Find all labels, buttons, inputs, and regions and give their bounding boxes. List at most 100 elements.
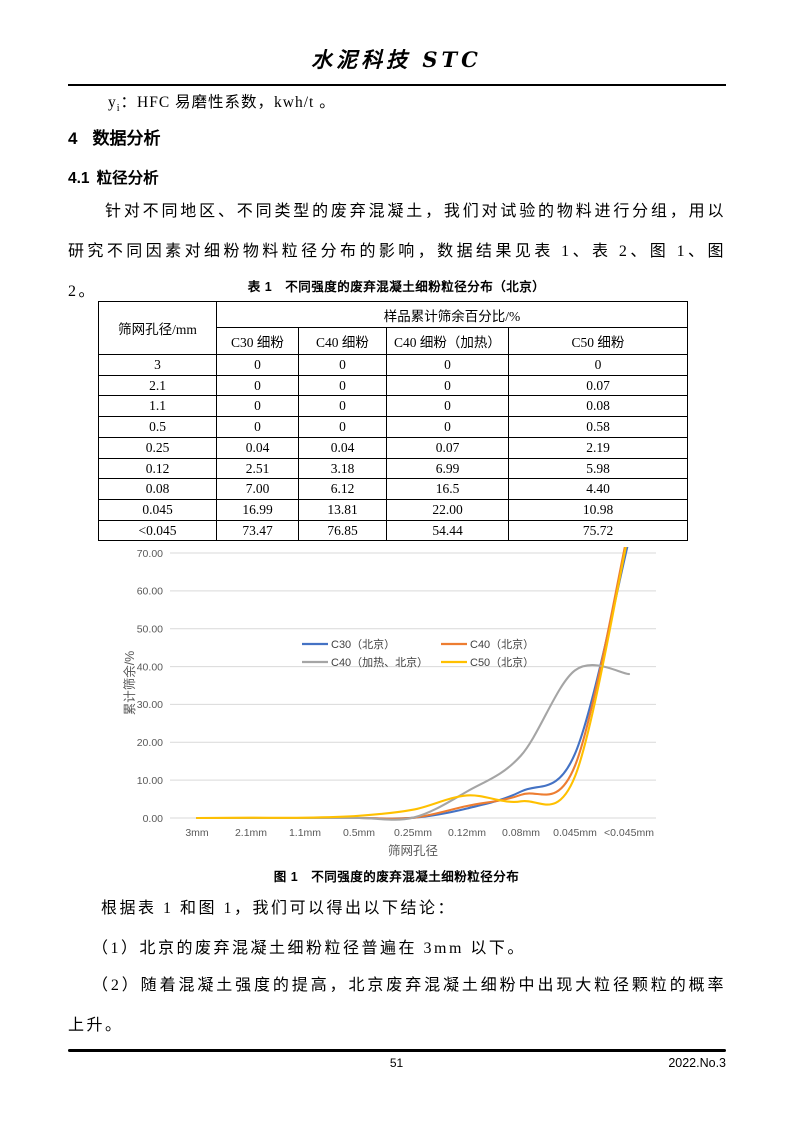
cell-value: 22.00 xyxy=(386,498,509,521)
table-row: 0.25 0.04 0.04 0.07 2.19 xyxy=(98,436,688,459)
cell-sieve-size: 2.1 xyxy=(98,374,217,397)
cell-value: 3.18 xyxy=(298,457,387,480)
cell-value: 0 xyxy=(298,354,387,376)
legend-label: C50（北京） xyxy=(470,655,534,669)
cell-value: 54.44 xyxy=(386,519,509,542)
cell-sieve-size: 0.08 xyxy=(98,478,217,500)
cell-value: 0 xyxy=(386,374,509,397)
cell-value: 0 xyxy=(216,374,299,397)
x-tick-label: <0.045mm xyxy=(604,827,654,839)
section-heading-4: 4 数据分析 xyxy=(68,124,160,149)
conclusion-item-2: （2）随着混凝土强度的提高，北京废弃混凝土细粉中出现大粒径颗粒的概率上升。 xyxy=(68,977,726,1034)
cell-value: 16.99 xyxy=(216,498,299,521)
table-row: 2.1 0 0 0 0.07 xyxy=(98,374,688,397)
figure1-caption: 图 1 不同强度的废弃混凝土细粉粒径分布 xyxy=(273,870,520,884)
legend-label: C30（北京） xyxy=(331,637,395,651)
formula-note: yi：HFC 易磨性系数，kwh/t 。 xyxy=(108,90,336,114)
legend-label: C40（北京） xyxy=(470,637,534,651)
x-tick-label: 2.1mm xyxy=(235,827,267,839)
column-header-cell: C50 细粉 xyxy=(508,327,688,355)
cell-value: 2.51 xyxy=(216,457,299,480)
body-paragraph: 针对不同地区、不同类型的废弃混凝土，我们对试验的物料进行分组，用以研究不同因素对… xyxy=(68,203,726,300)
table1-caption: 表 1 不同强度的废弃混凝土细粉粒径分布（北京） xyxy=(247,280,546,294)
cell-value: 5.98 xyxy=(508,457,688,480)
y-tick-label: 60.00 xyxy=(137,586,163,598)
x-tick-label: 0.25mm xyxy=(394,827,432,839)
legend-item: C40（加热、北京） xyxy=(302,655,428,669)
table1-body: 3 0 0 0 0 2.1 0 0 0 0.07 1.1 0 0 0 0.08 0.5 0 0 0 0.58 0.25 0… xyxy=(98,354,688,542)
cell-sieve-size: <0.045 xyxy=(98,519,217,542)
table1-header: 筛网孔径/mm 样品累计筛余百分比/% C30 细粉 C40 细粉 C40 细粉（加热）… xyxy=(98,301,688,355)
footer-rule xyxy=(68,1049,726,1052)
table-row: 1.1 0 0 0 0.08 xyxy=(98,395,688,418)
cell-value: 0.04 xyxy=(216,436,299,459)
cell-value: 73.47 xyxy=(216,519,299,542)
header-rule xyxy=(68,84,726,86)
x-tick-label: 0.045mm xyxy=(553,827,597,839)
legend-label: C40（加热、北京） xyxy=(331,655,428,669)
figure1-chart: 0.00 10.00 20.00 30.00 40.00 50.00 60.00 70.00 3… xyxy=(120,545,680,863)
cell-value: 0 xyxy=(386,395,509,418)
cell-value: 0.07 xyxy=(508,374,688,397)
cell-value: 75.72 xyxy=(508,519,688,542)
x-tick-label: 0.5mm xyxy=(343,827,375,839)
table-row: 0.5 0 0 0 0.58 xyxy=(98,416,688,438)
cell-value: 0 xyxy=(298,416,387,438)
cell-sieve-size: 3 xyxy=(98,354,217,376)
formula-subscript: i xyxy=(116,103,121,115)
y-tick-label: 0.00 xyxy=(143,813,164,825)
table-row: 0.12 2.51 3.18 6.99 5.98 xyxy=(98,457,688,480)
y-tick-label: 40.00 xyxy=(137,661,163,673)
x-tick-label: 0.12mm xyxy=(448,827,486,839)
cell-value: 16.5 xyxy=(386,478,509,500)
table-header-row: 筛网孔径/mm 样品累计筛余百分比/% xyxy=(98,301,688,355)
y-tick-label: 10.00 xyxy=(137,775,163,787)
y-tick-label: 50.00 xyxy=(137,624,163,636)
legend-item: C50（北京） xyxy=(441,655,534,669)
journal-header-title: 水泥科技 STC xyxy=(311,47,482,72)
cell-value: 0.07 xyxy=(386,436,509,459)
cell-value: 13.81 xyxy=(298,498,387,521)
table-row: <0.045 73.47 76.85 54.44 75.72 xyxy=(98,519,688,542)
table1: 筛网孔径/mm 样品累计筛余百分比/% C30 细粉 C40 细粉 C40 细粉（加热）… xyxy=(98,301,688,542)
y-tick-label: 70.00 xyxy=(137,548,163,560)
x-tick-label: 0.08mm xyxy=(502,827,540,839)
cell-value: 0 xyxy=(216,354,299,376)
cell-value: 7.00 xyxy=(216,478,299,500)
y-axis-title: 累计筛余/% xyxy=(122,651,137,716)
subsection-number: 4.1 xyxy=(68,170,90,187)
cell-value: 0 xyxy=(508,354,688,376)
cell-value: 6.12 xyxy=(298,478,387,500)
cell-sieve-size: 0.5 xyxy=(98,416,217,438)
cell-value: 0.58 xyxy=(508,416,688,438)
cell-value: 0 xyxy=(298,395,387,418)
cell-value: 0 xyxy=(298,374,387,397)
cell-value: 0.08 xyxy=(508,395,688,418)
table-subheader-row: C30 细粉 C40 细粉 C40 细粉（加热） C50 细粉 xyxy=(99,327,688,355)
column-header-cell: C40 细粉（加热） xyxy=(386,327,509,355)
section-title: 数据分析 xyxy=(92,129,161,148)
figure1-chart-svg: 0.00 10.00 20.00 30.00 40.00 50.00 60.00 70.00 3… xyxy=(122,547,656,858)
cell-sieve-size: 0.12 xyxy=(98,457,217,480)
cell-value: 76.85 xyxy=(298,519,387,542)
x-tick-label: 3mm xyxy=(185,827,209,839)
cell-value: 0.04 xyxy=(298,436,387,459)
group-header-cell: 样品累计筛余百分比/% xyxy=(216,301,688,328)
x-axis-title: 筛网孔径 xyxy=(388,843,438,858)
y-tick-label: 30.00 xyxy=(137,699,163,711)
legend-item: C30（北京） xyxy=(302,637,395,651)
formula-variable: y xyxy=(108,94,117,111)
cell-value: 4.40 xyxy=(508,478,688,500)
cell-value: 0 xyxy=(386,354,509,376)
cell-sieve-size: 0.045 xyxy=(98,498,217,521)
issue-number: 2022.No.3 xyxy=(668,1056,726,1070)
cell-value: 0 xyxy=(216,416,299,438)
formula-note-text: ：HFC 易磨性系数，kwh/t 。 xyxy=(120,94,336,111)
y-tick-label: 20.00 xyxy=(137,737,163,749)
subsection-title: 粒径分析 xyxy=(96,170,159,187)
cell-value: 10.98 xyxy=(508,498,688,521)
conclusion-item-1: （1）北京的废弃混凝土细粉粒径普遍在 3mm 以下。 xyxy=(92,940,526,957)
cell-sieve-size: 0.25 xyxy=(98,436,217,459)
